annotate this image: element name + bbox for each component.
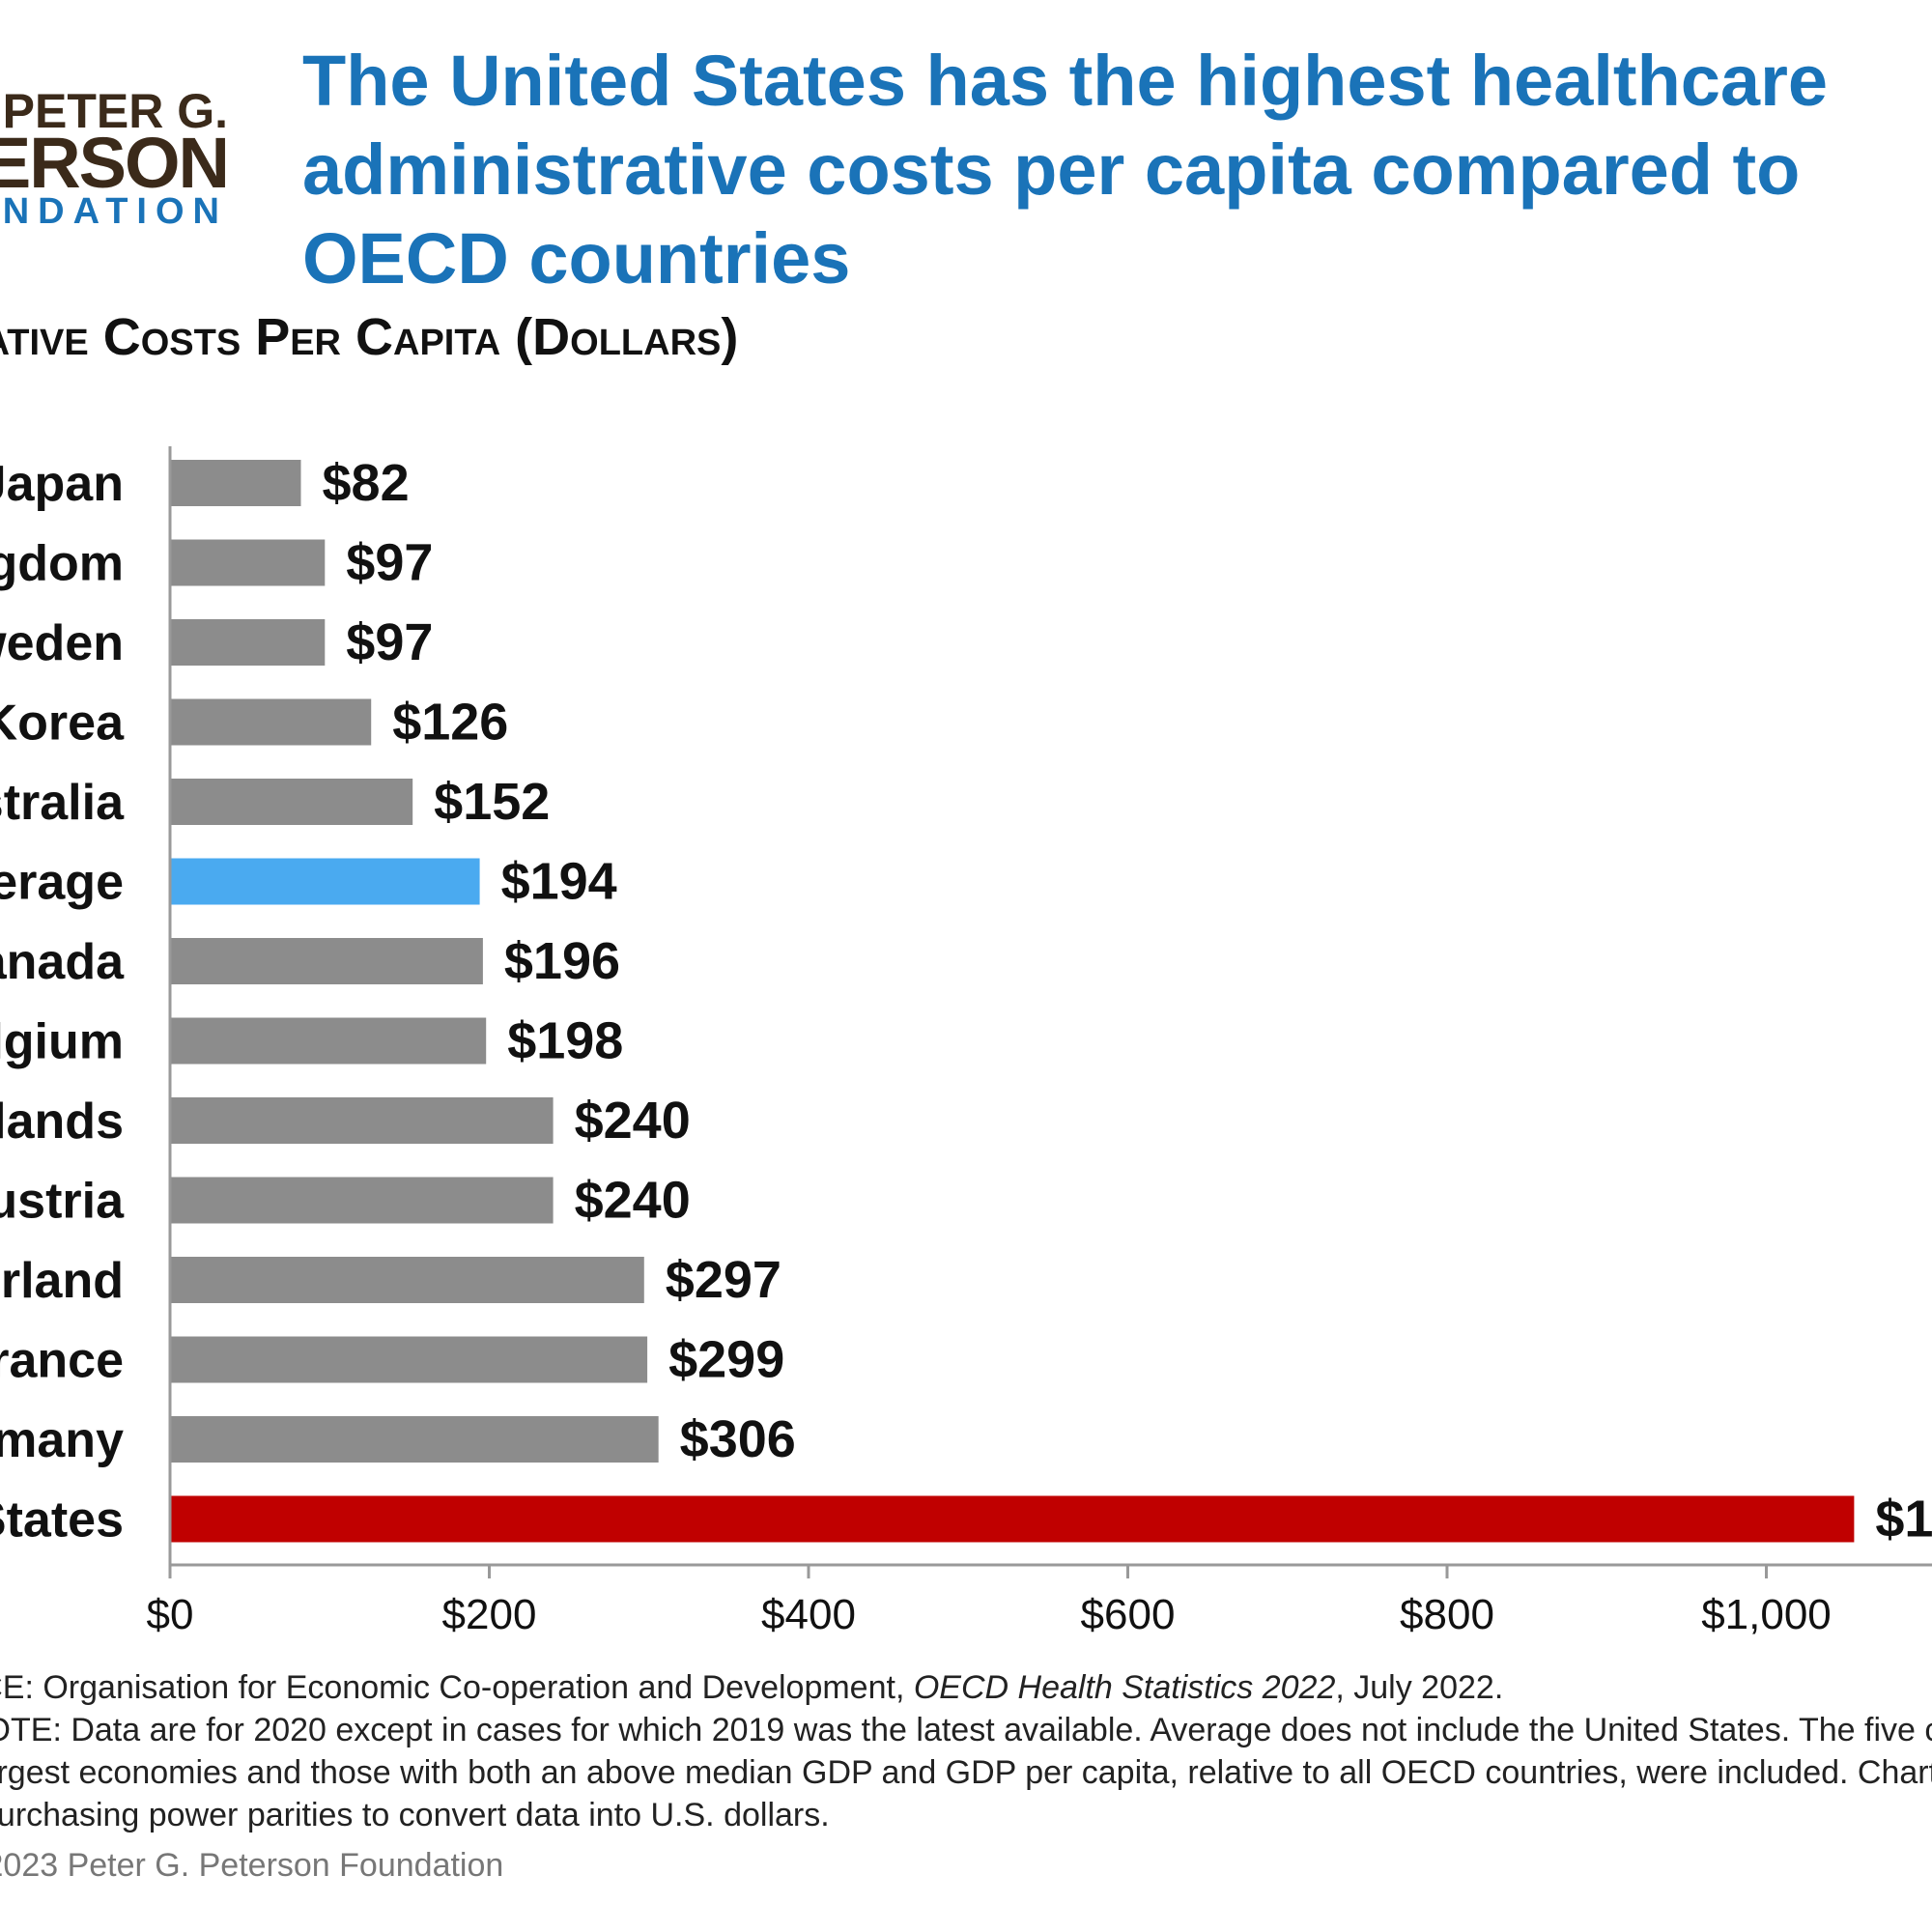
chart-subtitle: Administrative Costs Per Capita (Dollars… bbox=[0, 307, 966, 367]
x-tick-label: $0 bbox=[147, 1591, 194, 1638]
bar-switzerland bbox=[170, 1257, 644, 1303]
bar-france bbox=[170, 1336, 648, 1383]
bar-belgium bbox=[170, 1017, 487, 1065]
value-label: $97 bbox=[346, 534, 433, 592]
category-label: France bbox=[0, 1333, 124, 1389]
x-tick-label: $800 bbox=[1400, 1591, 1494, 1638]
category-label: Switzerland bbox=[0, 1253, 124, 1309]
category-label: Australia bbox=[0, 775, 125, 831]
bar-canada bbox=[170, 938, 483, 984]
value-label: $306 bbox=[680, 1410, 796, 1468]
category-label: South Korea bbox=[0, 696, 125, 752]
logo-line-1: PETER G. bbox=[2, 84, 228, 138]
note-line-3: purchasing power parities to convert dat… bbox=[0, 1797, 830, 1833]
chart-title: The United States has the highest health… bbox=[302, 41, 1829, 298]
bar-united-kingdom bbox=[170, 539, 326, 586]
value-label: $299 bbox=[668, 1331, 784, 1389]
value-label: $198 bbox=[507, 1012, 623, 1070]
value-label: $240 bbox=[575, 1092, 691, 1150]
x-tick-label: $200 bbox=[442, 1591, 537, 1638]
value-label: $82 bbox=[323, 454, 410, 512]
category-label: Sweden bbox=[0, 615, 124, 671]
bar-austria bbox=[170, 1177, 554, 1224]
chart-subtitle-text: Administrative Costs Per Capita (Dollars… bbox=[0, 308, 739, 366]
note-line-2: largest economies and those with both an… bbox=[0, 1754, 1932, 1791]
category-label: Canada bbox=[0, 934, 125, 990]
value-label: $297 bbox=[666, 1251, 781, 1309]
value-label: $240 bbox=[575, 1172, 691, 1230]
value-label: $1,055 bbox=[1875, 1491, 1932, 1548]
value-label: $152 bbox=[434, 773, 550, 831]
value-label: $194 bbox=[501, 853, 617, 911]
x-tick-label: $400 bbox=[761, 1591, 856, 1638]
logo-line-3: FOUNDATION bbox=[0, 191, 228, 232]
source-text: SOURCE: Organisation for Economic Co-ope… bbox=[0, 1669, 905, 1706]
bar-united-states bbox=[170, 1495, 1855, 1543]
category-label: United Kingdom bbox=[0, 536, 124, 592]
logo-line-2: PETERSON bbox=[0, 123, 230, 203]
foundation-logo: PETER G. PETERSON FOUNDATION bbox=[0, 68, 232, 242]
category-label: Average bbox=[0, 855, 124, 911]
bar-netherlands bbox=[170, 1097, 554, 1144]
bar-sweden bbox=[170, 619, 326, 666]
note-line-1: NOTE: Data are for 2020 except in cases … bbox=[0, 1712, 1932, 1748]
x-tick-label: $600 bbox=[1081, 1591, 1176, 1638]
category-label: Germany bbox=[0, 1412, 124, 1468]
x-tick-label: $1,000 bbox=[1701, 1591, 1832, 1638]
value-label: $97 bbox=[346, 613, 433, 671]
category-label: Austria bbox=[0, 1174, 125, 1230]
bar-japan bbox=[170, 460, 301, 506]
category-label: Netherlands bbox=[0, 1094, 124, 1150]
chart-footer: SOURCE: Organisation for Economic Co-ope… bbox=[0, 1669, 1932, 1911]
bar-south-korea bbox=[170, 698, 372, 746]
category-label: Belgium bbox=[0, 1014, 124, 1070]
source-note: SOURCE: Organisation for Economic Co-ope… bbox=[0, 1669, 1503, 1707]
category-label: Japan bbox=[0, 456, 124, 512]
credit: © 2023 Peter G. Peterson Foundation bbox=[0, 1847, 504, 1884]
source-title: OECD Health Statistics 2022 bbox=[913, 1669, 1336, 1706]
value-label: $196 bbox=[504, 932, 620, 990]
bar-average bbox=[170, 858, 480, 905]
source-date: , July 2022. bbox=[1335, 1669, 1504, 1706]
bar-germany bbox=[170, 1416, 659, 1463]
category-label: United States bbox=[0, 1492, 124, 1548]
bar-australia bbox=[170, 779, 413, 825]
value-label: $126 bbox=[392, 694, 508, 752]
